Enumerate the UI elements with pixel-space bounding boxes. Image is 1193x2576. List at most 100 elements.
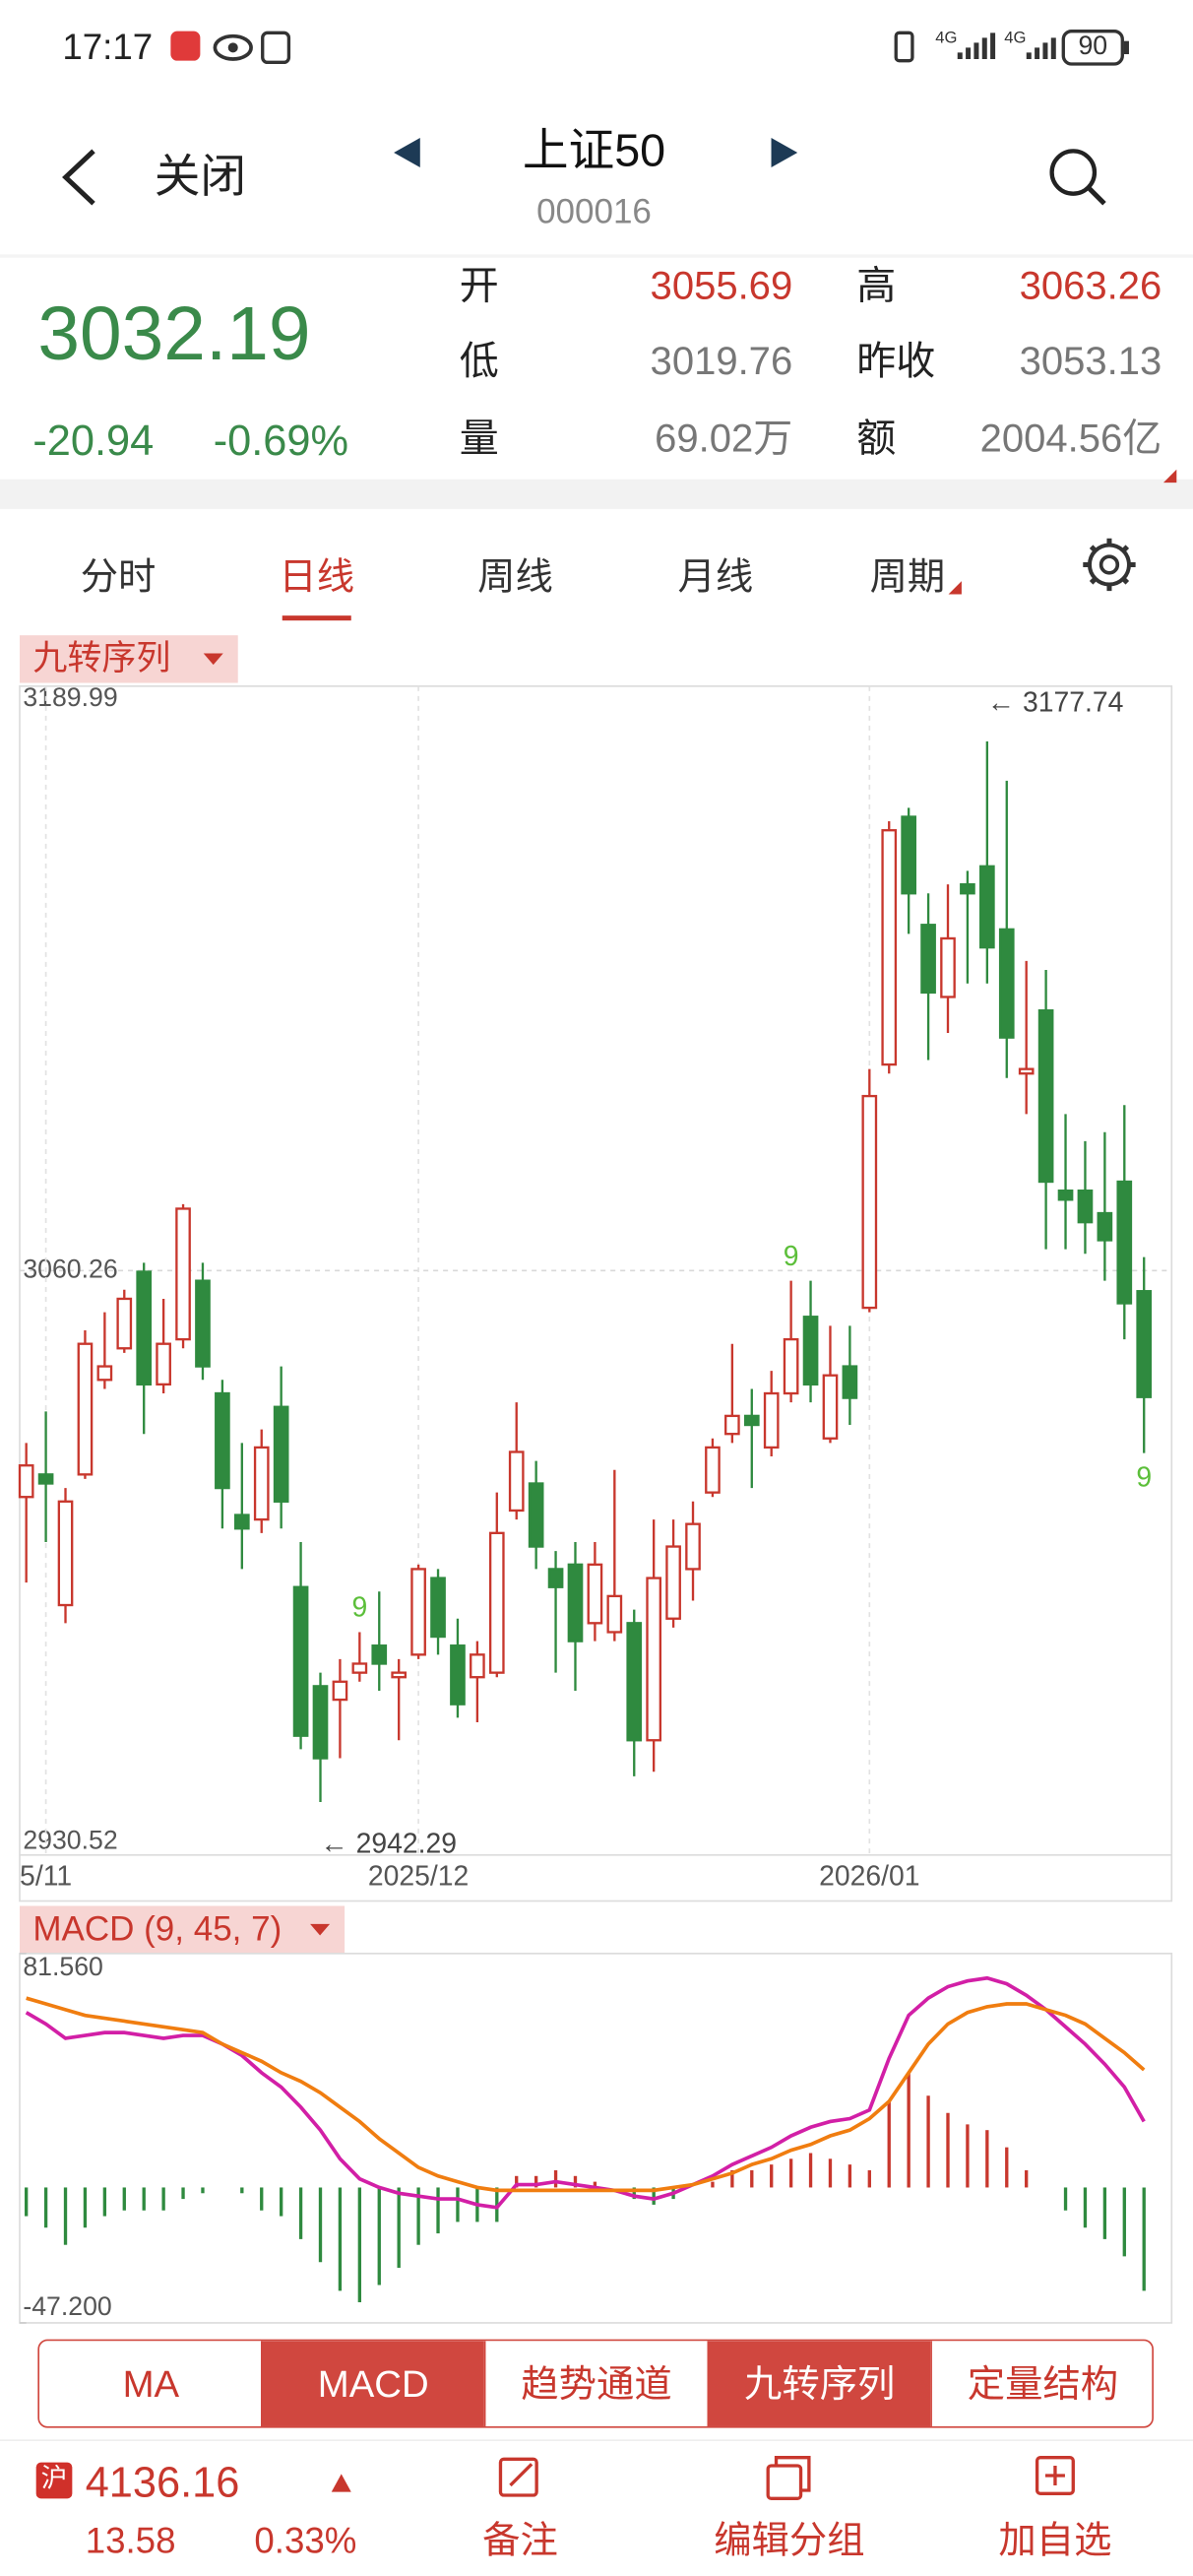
- search-icon[interactable]: [1088, 186, 1106, 206]
- prev-icon[interactable]: [394, 138, 420, 168]
- candle-body: [96, 1365, 113, 1382]
- macd-line: [26, 1996, 1146, 2193]
- vibrate-icon: [894, 31, 914, 63]
- candle-body: [646, 1577, 662, 1742]
- quote-field-label: 高: [856, 264, 897, 309]
- group-icon[interactable]: [766, 2464, 803, 2500]
- candle-body: [979, 865, 995, 949]
- settings-icon[interactable]: [1083, 538, 1136, 592]
- nfc-icon: [261, 31, 291, 65]
- y-tick-label: 3060.26: [23, 1254, 117, 1283]
- index-change: 13.58: [85, 2519, 176, 2561]
- tab[interactable]: 周期: [869, 554, 946, 598]
- indicator-button[interactable]: MA: [122, 2361, 180, 2405]
- candle-body: [136, 1270, 153, 1386]
- macd-select[interactable]: [20, 1905, 345, 1954]
- candle-body: [332, 1680, 348, 1702]
- candle-body: [1097, 1211, 1113, 1242]
- x-tick-label: 5/11: [20, 1861, 72, 1893]
- network-label: 4G: [1004, 30, 1027, 48]
- candle-body: [116, 1297, 133, 1350]
- candle-body: [253, 1446, 270, 1521]
- candle-body: [57, 1500, 74, 1607]
- candle-body: [1077, 1189, 1094, 1224]
- battery-icon: [1123, 40, 1129, 55]
- stock-title: 上证50: [522, 124, 666, 176]
- up-arrow: [331, 2474, 351, 2492]
- note-action[interactable]: 备注: [482, 2518, 558, 2561]
- note-icon[interactable]: [509, 2463, 534, 2487]
- quote-field-value: 3063.26: [1019, 264, 1162, 309]
- add-action[interactable]: 加自选: [998, 2518, 1112, 2561]
- indicator-select[interactable]: [20, 635, 238, 683]
- candle-body: [371, 1644, 388, 1665]
- quote-field-value: 69.02万: [655, 417, 793, 462]
- candle-body: [861, 1094, 878, 1310]
- separator: [0, 254, 1193, 258]
- candle-body: [450, 1644, 466, 1706]
- candle-body: [410, 1568, 426, 1656]
- tab[interactable]: 日线: [279, 554, 355, 598]
- market-badge: 沪: [35, 2462, 73, 2499]
- candle-body: [1037, 1009, 1054, 1184]
- tab[interactable]: 分时: [80, 554, 157, 598]
- candle-body: [783, 1337, 799, 1395]
- period-corner: [948, 581, 962, 595]
- candle-body: [156, 1342, 171, 1386]
- eye-icon: [213, 33, 253, 61]
- candle-body: [195, 1279, 211, 1368]
- candle-body: [1057, 1189, 1074, 1201]
- next-icon[interactable]: [771, 138, 798, 168]
- candle-body: [842, 1365, 858, 1399]
- eye-icon: [227, 42, 238, 53]
- back-icon[interactable]: [62, 149, 95, 206]
- gear[interactable]: [1099, 554, 1120, 575]
- y-tick-label: 3189.99: [23, 682, 117, 712]
- candle-body: [665, 1545, 681, 1620]
- search-icon[interactable]: [1049, 149, 1098, 196]
- indicator-button[interactable]: MACD: [261, 2341, 484, 2426]
- candle-body: [1136, 1290, 1153, 1398]
- indicator-label: 九转序列: [32, 640, 171, 678]
- close-button[interactable]: 关闭: [154, 151, 247, 203]
- tab[interactable]: 月线: [677, 554, 754, 598]
- status-time: 17:17: [62, 26, 154, 68]
- add-icon[interactable]: [1044, 2465, 1065, 2485]
- macd-line: [25, 1975, 1146, 2210]
- battery-level: 90: [1078, 32, 1108, 61]
- tab-underline: [282, 615, 351, 621]
- note-icon[interactable]: [498, 2457, 538, 2497]
- candle-body: [351, 1662, 368, 1674]
- quote-field-label: 昨收: [856, 340, 936, 385]
- quote-field-value: 2004.56亿: [979, 417, 1162, 462]
- tab[interactable]: 周线: [477, 554, 553, 598]
- indicator-button[interactable]: 趋势通道: [483, 2341, 708, 2426]
- indicator-button[interactable]: 九转序列: [707, 2341, 931, 2426]
- candle-body: [606, 1594, 623, 1634]
- candle-body: [430, 1577, 446, 1639]
- candle-body: [901, 815, 916, 895]
- x-tick-label: 2026/01: [819, 1861, 919, 1893]
- gear[interactable]: [1083, 538, 1136, 592]
- indicator-button[interactable]: 定量结构: [930, 2341, 1152, 2426]
- candle-body: [920, 924, 936, 995]
- price-change-pct: -0.69%: [213, 415, 349, 465]
- add-icon[interactable]: [1035, 2455, 1075, 2495]
- app-icon: [170, 31, 201, 61]
- candle-body: [587, 1563, 603, 1625]
- kline-frame: [19, 685, 1173, 1902]
- candle-body: [175, 1207, 191, 1341]
- macd-frame: [19, 1953, 1173, 2324]
- price-change: -20.94: [32, 415, 155, 465]
- group-icon[interactable]: [774, 2455, 811, 2492]
- candle-body: [940, 936, 956, 998]
- group-action[interactable]: 编辑分组: [714, 2518, 865, 2561]
- y-tick-label: -47.200: [23, 2291, 111, 2321]
- candle-body: [881, 829, 898, 1066]
- quote-field-label: 量: [459, 417, 499, 462]
- quote-field-label: 额: [856, 417, 897, 462]
- gear[interactable]: [1087, 543, 1131, 587]
- candle-body: [567, 1563, 584, 1642]
- candle-body: [705, 1446, 721, 1494]
